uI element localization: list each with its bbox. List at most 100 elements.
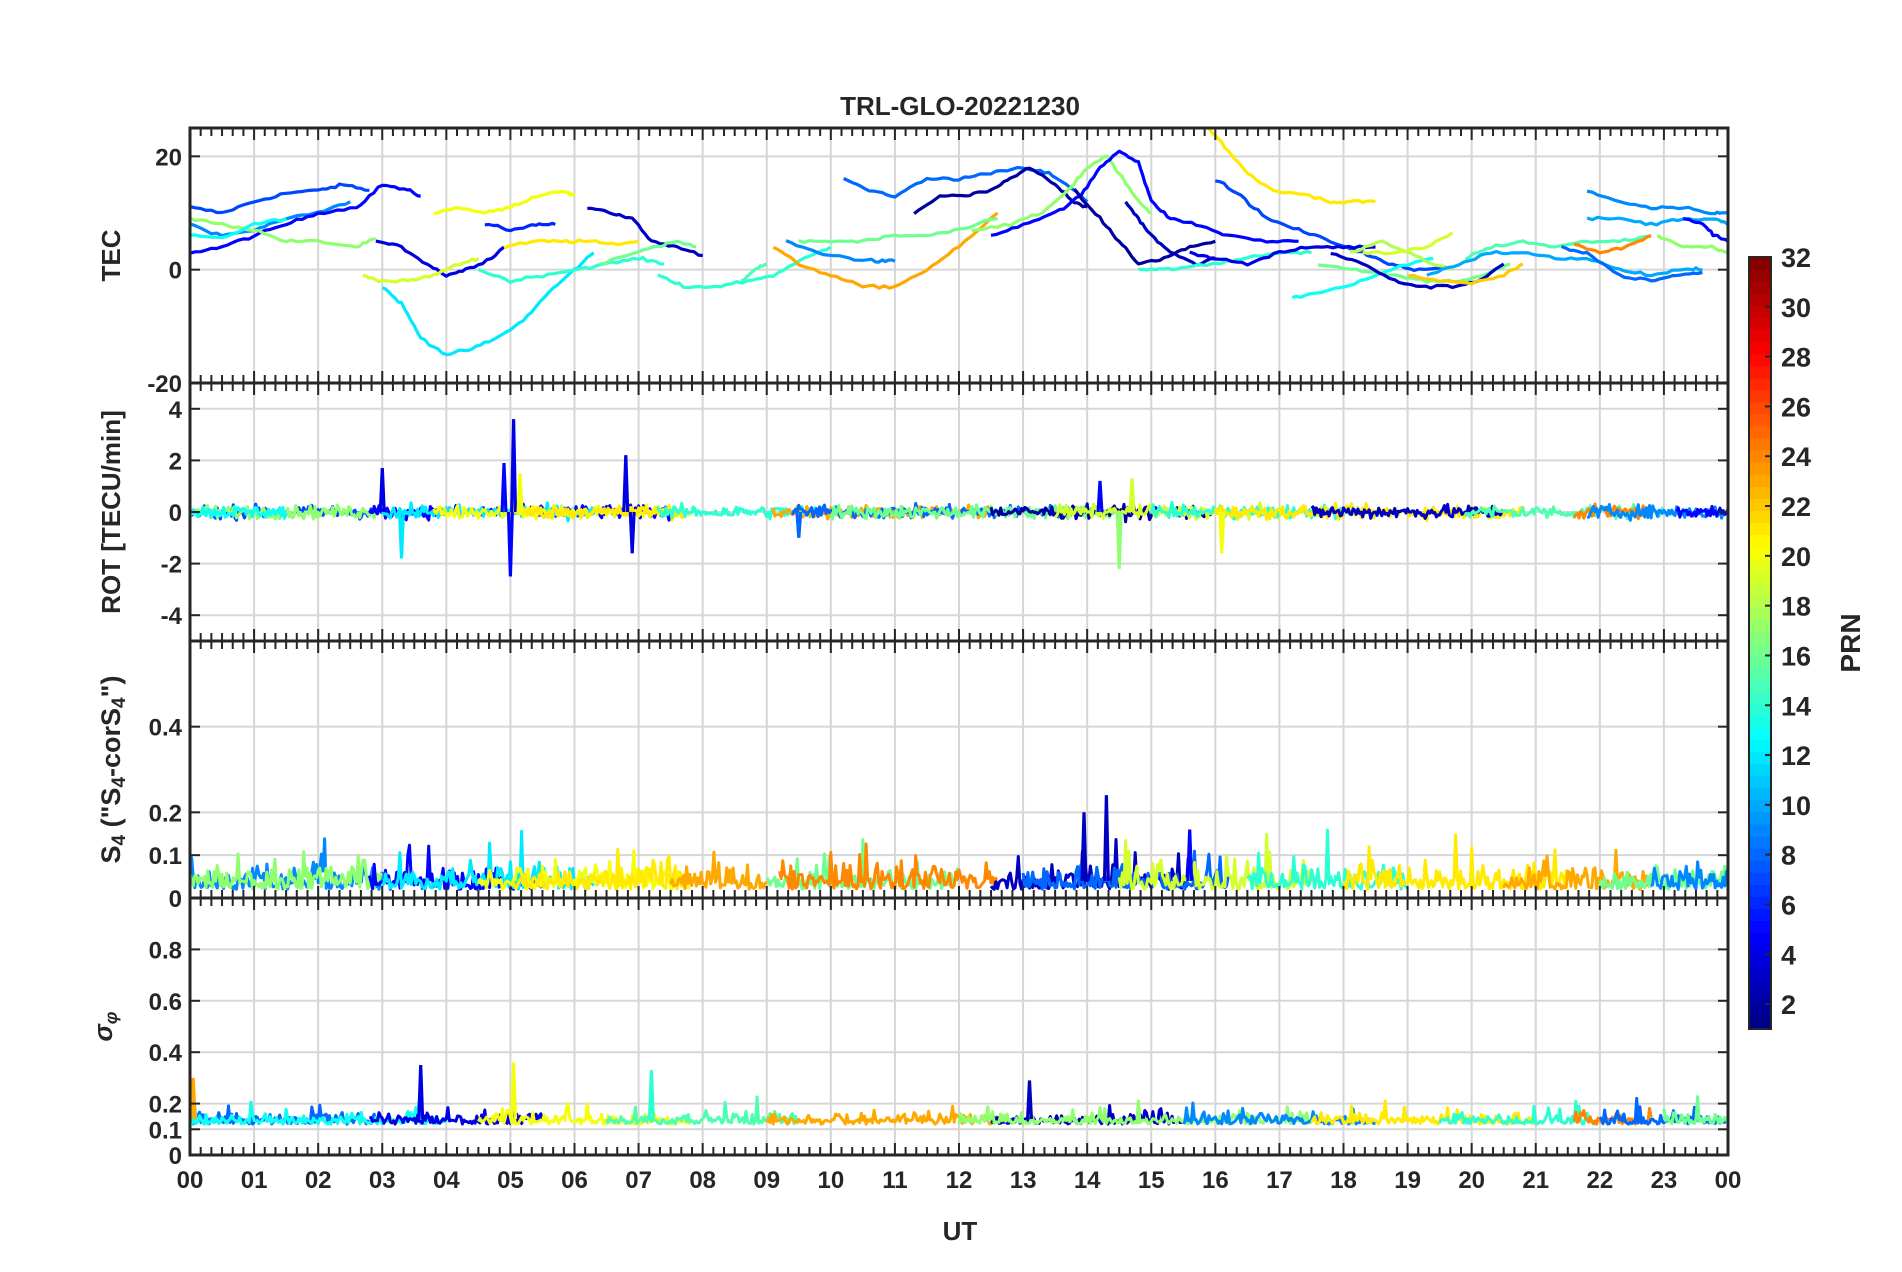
colorbar-tick-label: 18 bbox=[1781, 592, 1811, 622]
y-tick-label: 0.2 bbox=[149, 1092, 182, 1119]
x-tick-label: 16 bbox=[1202, 1167, 1229, 1194]
tec-series-prn-15 bbox=[1464, 234, 1652, 261]
tec-series-prn-12 bbox=[381, 251, 595, 357]
y-axis-label-rot: ROT [TECU/min] bbox=[96, 410, 126, 614]
colorbar-segment bbox=[1749, 389, 1771, 403]
colorbar-tick-label: 30 bbox=[1781, 293, 1811, 323]
tec-series-prn-13 bbox=[1291, 256, 1434, 299]
tec-series-prn-19 bbox=[362, 257, 480, 284]
y-tick-label: 0 bbox=[169, 258, 182, 285]
y-tick-label: 0 bbox=[169, 500, 182, 527]
rot-series-prn-14 bbox=[656, 501, 832, 521]
x-tick-label: 03 bbox=[369, 1167, 396, 1194]
colorbar-segment bbox=[1749, 679, 1771, 692]
colorbar-segment bbox=[1749, 751, 1771, 765]
sigma-spike bbox=[417, 1064, 425, 1120]
rot-spike bbox=[516, 473, 524, 513]
colorbar-segment bbox=[1749, 896, 1771, 909]
colorbar-segment bbox=[1749, 582, 1771, 596]
colorbar-segment bbox=[1749, 570, 1771, 584]
colorbar-segment bbox=[1749, 643, 1771, 656]
x-tick-label: 20 bbox=[1458, 1167, 1485, 1194]
y-axis-label-part: ") bbox=[96, 676, 126, 698]
colorbar-segment bbox=[1749, 703, 1771, 716]
colorbar-segment bbox=[1749, 510, 1771, 523]
rot-spike bbox=[398, 511, 405, 559]
rot-series-prn-5 bbox=[1675, 504, 1728, 519]
tec-series-prn-21 bbox=[503, 238, 639, 250]
colorbar-segment bbox=[1749, 787, 1771, 801]
y-tick-label: -4 bbox=[161, 603, 183, 630]
colorbar-segment bbox=[1749, 606, 1771, 620]
colorbar-segment bbox=[1749, 594, 1771, 608]
x-tick-label: 04 bbox=[433, 1167, 460, 1194]
y-tick-label: 0.2 bbox=[149, 800, 182, 827]
panel-rot: 4 2 0 -2 -4 ROT [TECU/min] bbox=[96, 381, 1730, 643]
colorbar-segment bbox=[1749, 811, 1771, 825]
colorbar-segment bbox=[1749, 462, 1771, 475]
rot-series-prn-3 bbox=[1310, 502, 1505, 520]
tec-series-prn-9 bbox=[190, 200, 351, 238]
colorbar-segment bbox=[1749, 281, 1771, 294]
s4-series-prn-24 bbox=[778, 842, 999, 891]
tec-series-prn-6 bbox=[484, 221, 556, 233]
s4-series-prn-9 bbox=[1650, 860, 1728, 891]
tec-series-prn-9 bbox=[785, 239, 896, 264]
sigma-series-prn-14 bbox=[1438, 1099, 1601, 1126]
tec-series-prn-2 bbox=[1073, 187, 1216, 266]
x-tick-label: 23 bbox=[1651, 1167, 1678, 1194]
s4-spike bbox=[1080, 812, 1088, 881]
y-axis-label-part: φ bbox=[101, 1011, 121, 1024]
colorbar-segment bbox=[1749, 317, 1771, 330]
colorbar-segment bbox=[1749, 848, 1771, 861]
colorbar-segment bbox=[1749, 534, 1771, 548]
colorbar-tick-label: 32 bbox=[1781, 243, 1811, 273]
colorbar-tick-label: 8 bbox=[1781, 841, 1796, 871]
colorbar-segment bbox=[1749, 968, 1771, 982]
tec-series-prn-23 bbox=[772, 211, 999, 290]
colorbar-tick-label: 12 bbox=[1781, 741, 1811, 771]
rot-spike bbox=[500, 462, 508, 513]
y-tick-label: 0.4 bbox=[149, 1040, 183, 1067]
tec-series-prn-8 bbox=[1560, 245, 1703, 283]
colorbar-segment bbox=[1749, 618, 1771, 632]
colorbar-segment bbox=[1749, 715, 1771, 729]
tec-series-prn-7 bbox=[190, 182, 370, 215]
x-tick-label: 00 bbox=[1715, 1167, 1742, 1194]
rot-series-prn-21 bbox=[503, 504, 685, 522]
tec-series-prn-5 bbox=[190, 183, 421, 255]
sigma-series-prn-21 bbox=[1310, 1099, 1538, 1126]
y-axis-label-part: 4 bbox=[109, 697, 130, 708]
y-axis-label-part: 4 bbox=[109, 834, 130, 845]
colorbar-tick-label: 2 bbox=[1781, 990, 1796, 1020]
colorbar-segment bbox=[1749, 305, 1771, 318]
x-tick-label: 09 bbox=[753, 1167, 780, 1194]
colorbar-segment bbox=[1749, 365, 1771, 379]
x-tick-label: 13 bbox=[1010, 1167, 1037, 1194]
y-tick-label: 0 bbox=[169, 1143, 182, 1170]
y-tick-label: 0.1 bbox=[149, 1117, 182, 1144]
y-axis-label-part: S bbox=[96, 845, 126, 863]
sigma-spike bbox=[1026, 1080, 1033, 1120]
sigma-spike bbox=[190, 1077, 197, 1120]
colorbar-segment bbox=[1749, 739, 1771, 753]
colorbar-segment bbox=[1749, 944, 1771, 958]
colorbar-segment bbox=[1749, 980, 1771, 994]
tec-series-prn-14 bbox=[1138, 250, 1312, 272]
x-tick-label: 01 bbox=[241, 1167, 268, 1194]
x-tick-label: 02 bbox=[305, 1167, 332, 1194]
y-axis-label-s4: S4 ("S4-corS4") bbox=[96, 676, 130, 864]
colorbar-segment bbox=[1749, 486, 1771, 499]
x-tick-label: 00 bbox=[177, 1167, 204, 1194]
s4-spike bbox=[1186, 829, 1194, 881]
tec-series-prn-4 bbox=[1189, 244, 1376, 267]
tec-series-prn-16 bbox=[599, 239, 697, 266]
rot-series-prn-9 bbox=[1586, 503, 1728, 522]
colorbar-segment bbox=[1749, 763, 1771, 777]
tec-series-prn-5 bbox=[990, 149, 1299, 244]
tec-series-prn-24 bbox=[1573, 234, 1652, 255]
